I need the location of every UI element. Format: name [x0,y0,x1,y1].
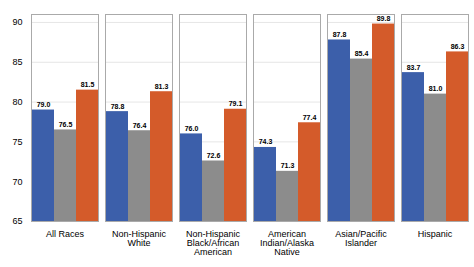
svg-text:76.4: 76.4 [133,122,147,129]
svg-text:81.0: 81.0 [429,85,443,92]
svg-text:76.0: 76.0 [185,125,199,132]
svg-text:87.8: 87.8 [333,31,347,38]
svg-text:72.6: 72.6 [207,152,221,159]
svg-text:90: 90 [12,17,22,27]
svg-text:79.0: 79.0 [37,101,51,108]
svg-text:76.5: 76.5 [59,121,73,128]
svg-text:Non-HispanicWhite: Non-HispanicWhite [112,229,167,248]
svg-text:75: 75 [12,137,22,147]
svg-text:89.8: 89.8 [377,15,391,22]
svg-text:All Races: All Races [46,229,85,239]
svg-text:Non-HispanicBlack/AfricanAmeri: Non-HispanicBlack/AfricanAmerican [186,229,241,257]
svg-text:74.3: 74.3 [259,138,273,145]
svg-text:77.4: 77.4 [303,114,317,121]
svg-text:70: 70 [12,177,22,187]
svg-text:71.3: 71.3 [281,162,295,169]
svg-text:80: 80 [12,97,22,107]
svg-text:65: 65 [12,216,22,226]
svg-text:AmericanIndian/AlaskaNative: AmericanIndian/AlaskaNative [260,229,314,257]
svg-text:85: 85 [12,57,22,67]
svg-text:85.4: 85.4 [355,50,369,57]
svg-text:79.1: 79.1 [229,100,243,107]
svg-text:81.5: 81.5 [81,81,95,88]
svg-text:81.3: 81.3 [155,83,169,90]
svg-text:78.8: 78.8 [111,103,125,110]
svg-text:Hispanic: Hispanic [418,229,453,239]
svg-text:Asian/PacificIslander: Asian/PacificIslander [335,229,387,248]
svg-text:86.3: 86.3 [451,43,465,50]
svg-text:83.7: 83.7 [407,64,421,71]
